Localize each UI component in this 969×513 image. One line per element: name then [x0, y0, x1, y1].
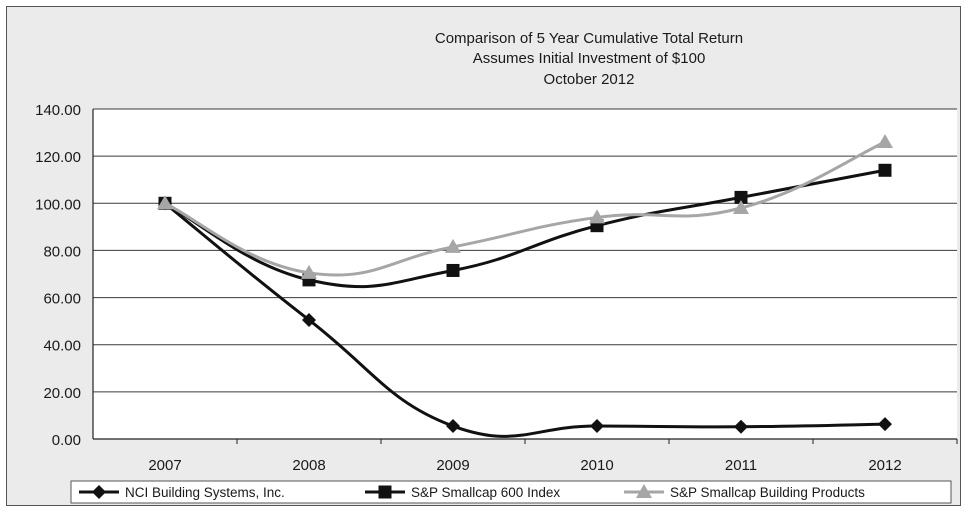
chart-title-line-3: October 2012	[544, 71, 635, 88]
data-point	[734, 190, 748, 204]
plot-area	[93, 109, 957, 439]
series-diamond	[158, 196, 892, 438]
x-tick-label: 2010	[580, 457, 613, 474]
legend-swatch-marker	[636, 484, 652, 498]
data-point	[446, 263, 460, 277]
y-tick-label: 120.00	[35, 149, 81, 166]
y-tick-label: 20.00	[43, 385, 81, 402]
data-point	[590, 419, 604, 434]
axes: 0.00 20.00 40.00 60.00 80.00 100.00 120.00 140.…	[35, 102, 958, 474]
legend-box	[70, 480, 952, 504]
x-tick-label: 2009	[436, 457, 469, 474]
data-point	[301, 264, 317, 279]
legend-label: S&P Smallcap 600 Index	[411, 485, 560, 500]
data-point	[589, 209, 605, 224]
series-lines	[157, 134, 893, 438]
data-point	[157, 195, 173, 210]
y-tick-label: 60.00	[43, 291, 81, 308]
data-point	[445, 238, 461, 253]
data-point	[878, 163, 892, 177]
x-tick-label: 2008	[292, 457, 325, 474]
line-chart: Comparison of 5 Year Cumulative Total Re…	[35, 30, 958, 504]
y-tick-label: 40.00	[43, 338, 81, 355]
data-point	[446, 419, 460, 434]
legend-label: S&P Smallcap Building Products	[670, 485, 865, 500]
data-point	[302, 312, 316, 327]
data-point	[734, 419, 748, 434]
series-line	[164, 140, 886, 277]
series-triangle	[157, 134, 893, 279]
y-tick-label: 100.00	[35, 196, 81, 213]
legend: NCI Building Systems, Inc. S&P Smallcap 6…	[70, 480, 952, 504]
legend-entry: NCI Building Systems, Inc.	[79, 485, 285, 500]
x-tick-label: 2012	[868, 457, 901, 474]
y-tick-label: 80.00	[43, 243, 81, 260]
legend-swatch-marker	[378, 485, 392, 499]
series-line	[164, 202, 886, 438]
gridlines	[93, 108, 957, 440]
chart-title-line-2: Assumes Initial Investment of $100	[473, 50, 706, 67]
legend-entry: S&P Smallcap 600 Index	[365, 485, 560, 500]
series-line	[164, 168, 886, 289]
legend-entry: S&P Smallcap Building Products	[624, 484, 865, 500]
x-tick-label: 2007	[148, 457, 181, 474]
chart-title-line-1: Comparison of 5 Year Cumulative Total Re…	[435, 30, 743, 47]
legend-swatch-marker	[92, 485, 106, 499]
legend-label: NCI Building Systems, Inc.	[125, 485, 285, 500]
x-tick-label: 2011	[725, 457, 757, 474]
data-point	[733, 200, 749, 214]
chart-frame: Comparison of 5 Year Cumulative Total Re…	[6, 6, 961, 506]
data-point	[877, 134, 893, 148]
chart-title: Comparison of 5 Year Cumulative Total Re…	[435, 30, 743, 88]
y-tick-label: 0.00	[52, 432, 81, 449]
data-point	[878, 417, 892, 432]
y-tick-label: 140.00	[35, 102, 81, 119]
